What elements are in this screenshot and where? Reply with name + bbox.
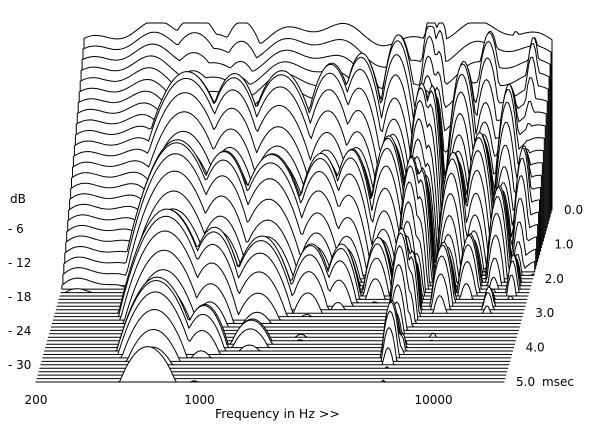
time-axis-unit: msec: [542, 375, 574, 389]
time-tick-label: 1.0: [554, 237, 573, 251]
y-tick-label: - 6: [8, 222, 24, 236]
decay-slice: [38, 361, 508, 373]
x-axis-label: Frequency in Hz >>: [215, 406, 340, 421]
decay-slice: [35, 346, 505, 383]
time-tick-label: 2.0: [545, 272, 564, 286]
time-tick-label: 0.0: [564, 203, 583, 217]
x-tick-labels: 200 1000 10000: [25, 393, 453, 407]
time-tick-label: 4.0: [526, 341, 545, 355]
x-tick-label: 200: [25, 393, 48, 407]
y-tick-label: - 18: [8, 290, 31, 304]
time-tick-labels: 0.0 1.0 2.0 3.0 4.0 5.0: [516, 203, 583, 389]
time-tick-label: 3.0: [535, 306, 554, 320]
time-tick-label: 5.0: [516, 375, 535, 389]
y-tick-labels: - 6 - 12 - 18 - 24 - 30: [8, 222, 31, 372]
x-tick-label: 10000: [414, 393, 452, 407]
y-tick-label: - 12: [8, 256, 31, 270]
decay-slice: [40, 346, 510, 366]
decay-slices: [35, 22, 553, 383]
x-tick-label: 1000: [184, 393, 215, 407]
y-axis-label: dB: [10, 192, 26, 206]
decay-slice: [39, 358, 509, 369]
y-tick-label: - 24: [8, 324, 31, 338]
y-tick-label: - 30: [8, 358, 31, 372]
